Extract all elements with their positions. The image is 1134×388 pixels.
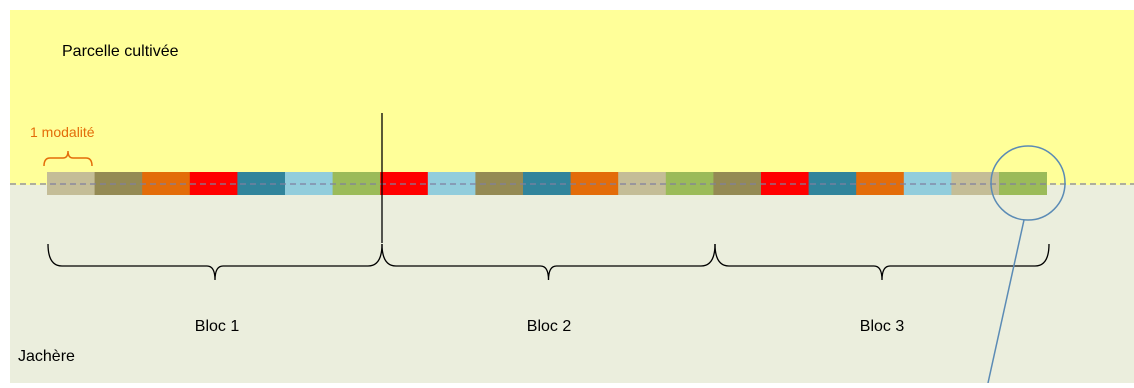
fallow-label: Jachère xyxy=(18,348,75,365)
plot-cell-green xyxy=(665,172,714,195)
bloc-2-brace xyxy=(381,243,716,281)
plot-cell-green xyxy=(332,172,381,195)
highlight-circle xyxy=(990,145,1066,221)
plot-cell-light-blue xyxy=(903,172,952,195)
plot-cell-olive xyxy=(713,172,762,195)
bloc-braces xyxy=(47,243,1050,281)
modality-label: 1 modalité xyxy=(30,124,95,140)
plot-strip xyxy=(47,172,1047,195)
plot-cell-light-blue xyxy=(285,172,333,195)
plot-cell-teal xyxy=(523,172,571,195)
bloc-2-label: Bloc 2 xyxy=(527,318,572,335)
cultivated-plot-zone xyxy=(10,10,1134,185)
bloc-1-label: Bloc 1 xyxy=(195,318,240,335)
plot-cell-olive xyxy=(475,172,524,195)
bloc-1-brace xyxy=(47,243,383,281)
bloc-3-brace xyxy=(714,243,1050,281)
modality-bracket xyxy=(43,150,93,167)
plot-cell-olive xyxy=(94,172,143,195)
cultivated-plot-label: Parcelle cultivée xyxy=(62,43,179,60)
plot-cell-orange xyxy=(142,172,191,195)
fallow-zone xyxy=(10,185,1134,383)
bloc-3-label: Bloc 3 xyxy=(860,318,905,335)
highlight-pointer-line xyxy=(987,219,1025,384)
